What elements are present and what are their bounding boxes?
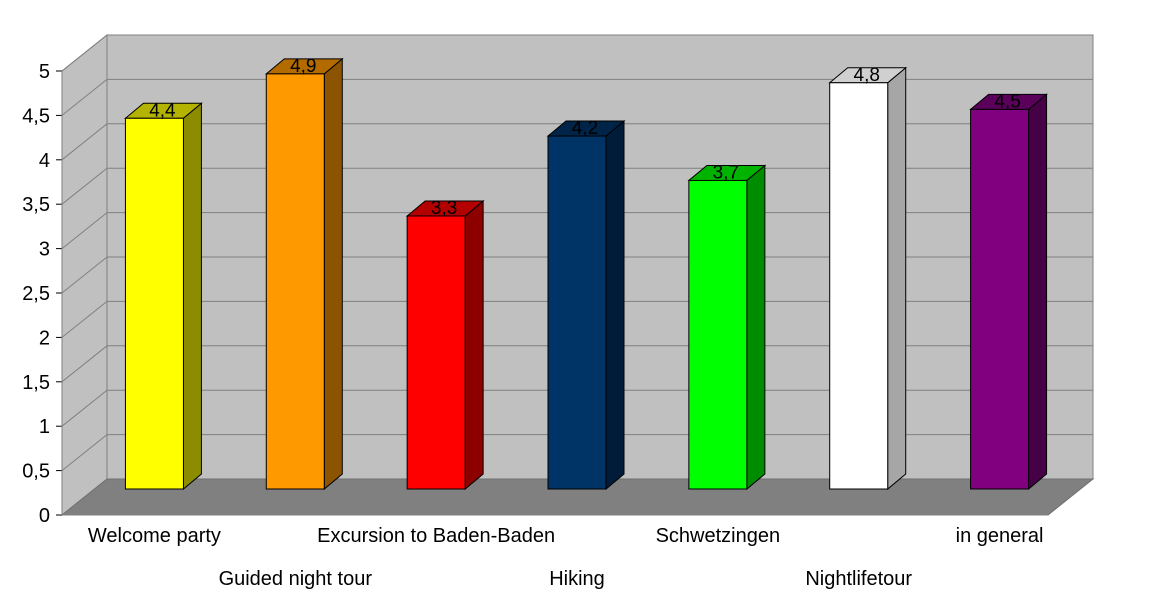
category-label: Excursion to Baden-Baden bbox=[317, 525, 555, 547]
category-label: Schwetzingen bbox=[656, 525, 781, 547]
y-tick-label: 1 bbox=[39, 416, 50, 438]
y-tick-label: 2,5 bbox=[22, 283, 50, 305]
data-label: 4,2 bbox=[572, 118, 598, 139]
bar-1 bbox=[124, 102, 203, 491]
bar-side bbox=[746, 164, 766, 491]
category-label: Nightlifetour bbox=[805, 568, 912, 590]
y-tick-label: 2 bbox=[39, 327, 50, 349]
data-labels: 4,4 4,9 3,3 4,2 3,7 4,8 4,5 bbox=[149, 56, 1021, 219]
bar-side bbox=[323, 57, 343, 491]
bar-6 bbox=[828, 66, 908, 491]
category-label: Hiking bbox=[549, 568, 605, 590]
gridline bbox=[61, 123, 1093, 161]
x-axis-categories: Welcome party Guided night tour Excursion … bbox=[88, 525, 1044, 590]
bar-side bbox=[464, 199, 484, 491]
y-tick-label: 0 bbox=[39, 505, 50, 527]
category-label: Welcome party bbox=[88, 525, 221, 547]
data-label: 4,4 bbox=[149, 100, 176, 121]
bar-3 bbox=[405, 199, 485, 491]
y-tick-label: 4,5 bbox=[22, 105, 50, 127]
data-label: 4,8 bbox=[854, 65, 880, 86]
y-tick-label: 3,5 bbox=[22, 194, 50, 216]
y-tick-label: 0,5 bbox=[22, 461, 50, 483]
gridline bbox=[61, 78, 1093, 116]
bar-side bbox=[1028, 93, 1048, 491]
y-tick-label: 5 bbox=[39, 61, 50, 83]
bar-front bbox=[547, 135, 607, 490]
category-label: in general bbox=[956, 525, 1044, 547]
bar-side bbox=[182, 102, 202, 491]
chart-bars bbox=[124, 57, 1048, 491]
data-label: 4,5 bbox=[994, 91, 1020, 112]
bar-2 bbox=[264, 57, 344, 491]
data-label: 3,3 bbox=[431, 198, 457, 219]
gridline bbox=[61, 34, 1093, 72]
bar-side bbox=[605, 119, 625, 491]
category-label: Guided night tour bbox=[219, 568, 373, 590]
data-label: 4,9 bbox=[290, 56, 316, 77]
bar-front bbox=[829, 82, 889, 490]
y-axis-ticks: 0 0,5 1 1,5 2 2,5 3 3,5 4 4,5 5 bbox=[22, 61, 1048, 527]
y-tick-label: 1,5 bbox=[22, 372, 50, 394]
bar-front bbox=[406, 215, 466, 490]
bar-5 bbox=[687, 164, 767, 491]
y-tick-label: 4 bbox=[39, 150, 50, 172]
bar-front bbox=[970, 108, 1030, 490]
y-tick-label: 3 bbox=[39, 239, 50, 261]
bar-7 bbox=[969, 93, 1048, 491]
data-label: 3,7 bbox=[713, 162, 739, 183]
bar-4 bbox=[546, 119, 626, 491]
bar-front bbox=[688, 179, 748, 490]
bar-front bbox=[265, 73, 325, 490]
bar-side bbox=[887, 66, 907, 491]
bar-front bbox=[124, 117, 184, 490]
